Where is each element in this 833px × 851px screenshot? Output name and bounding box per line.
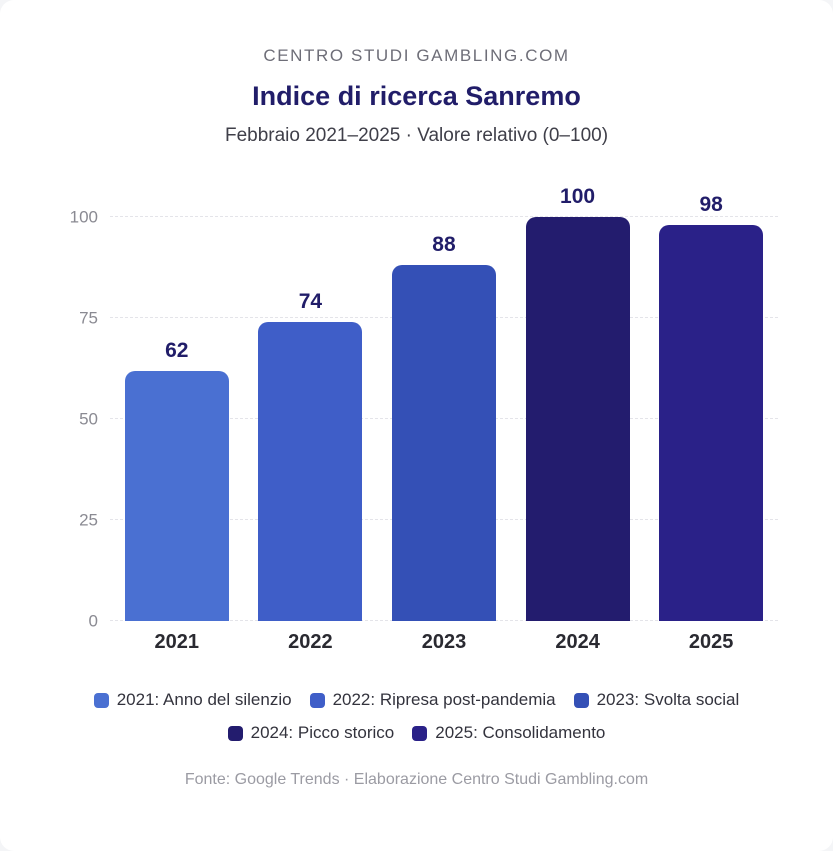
y-axis: 0 25 50 75 100 (62, 209, 110, 630)
bars-row: 62 74 88 100 98 (110, 186, 778, 621)
bar-2024[interactable] (525, 217, 630, 621)
legend-marker-icon (309, 692, 325, 708)
bar-slot-2022: 74 (244, 217, 378, 621)
x-tick-label-2021: 2021 (154, 631, 200, 653)
bar-value-label-2024: 100 (560, 185, 596, 208)
legend-item-2022[interactable]: 2022: Ripresa post-pandemia (309, 690, 556, 710)
legend-marker-icon (227, 725, 243, 741)
gridline-100 (110, 216, 778, 217)
legend-item-label: 2025: Consolidamento (435, 723, 606, 742)
y-tick-label-100: 100 (69, 207, 98, 227)
legend-item-2025[interactable]: 2025: Consolidamento (412, 723, 605, 743)
bar-slot-2023: 88 (377, 217, 511, 621)
bar-value-label-2023: 88 (432, 233, 456, 257)
y-tick-label-0: 0 (88, 611, 98, 631)
bar-2021[interactable] (124, 370, 229, 621)
bar-slot-2025: 98 (644, 194, 778, 621)
y-tick-label-50: 50 (79, 409, 98, 429)
bar-chart: 0 25 50 75 100 62 74 88 100 98 (62, 186, 778, 630)
bar-slot-2024: 100 (511, 186, 645, 621)
legend-marker-icon (93, 692, 109, 708)
y-tick-label-75: 75 (79, 308, 98, 328)
legend-item-2023[interactable]: 2023: Svolta social (573, 690, 740, 710)
legend-item-label: 2021: Anno del silenzio (116, 690, 292, 709)
chart-title: Indice di ricerca Sanremo (252, 81, 581, 111)
y-tick-label-25: 25 (79, 510, 98, 530)
bar-value-label-2021: 62 (165, 338, 189, 362)
bar-slot-2021: 62 (110, 217, 244, 621)
chart-subtitle: Febbraio 2021–2025 · Valore relativo (0–… (224, 125, 609, 146)
legend-item-label: 2023: Svolta social (596, 690, 740, 709)
brand-eyebrow: CENTRO STUDI GAMBLING.COM (263, 46, 570, 65)
legend-item-label: 2022: Ripresa post-pandemia (332, 690, 556, 709)
x-axis: 2021 2022 2023 2024 2025 (110, 631, 778, 654)
x-tick-label-2023: 2023 (421, 631, 467, 653)
legend-item-2024[interactable]: 2024: Picco storico (227, 723, 395, 743)
bar-value-label-2025: 98 (699, 193, 723, 217)
legend-item-2021[interactable]: 2021: Anno del silenzio (93, 690, 292, 710)
x-tick-label-2024: 2024 (555, 631, 600, 653)
bar-2025[interactable] (659, 225, 764, 621)
plot-area: 62 74 88 100 98 (110, 186, 778, 621)
legend-item-label: 2024: Picco storico (250, 723, 395, 742)
x-tick-label-2022: 2022 (288, 631, 333, 653)
source-note: Fonte: Google Trends · Elaborazione Cent… (184, 771, 649, 788)
chart-header: CENTRO STUDI GAMBLING.COM Indice di rice… (0, 46, 833, 147)
legend-marker-icon (573, 692, 589, 708)
bar-value-label-2022: 74 (298, 290, 323, 314)
legend: 2021: Anno del silenzio 2022: Ripresa pos… (17, 690, 817, 743)
bar-2023[interactable] (391, 265, 496, 621)
legend-marker-icon (412, 725, 428, 741)
bar-2022[interactable] (258, 322, 363, 621)
x-tick-label-2025: 2025 (688, 631, 734, 653)
